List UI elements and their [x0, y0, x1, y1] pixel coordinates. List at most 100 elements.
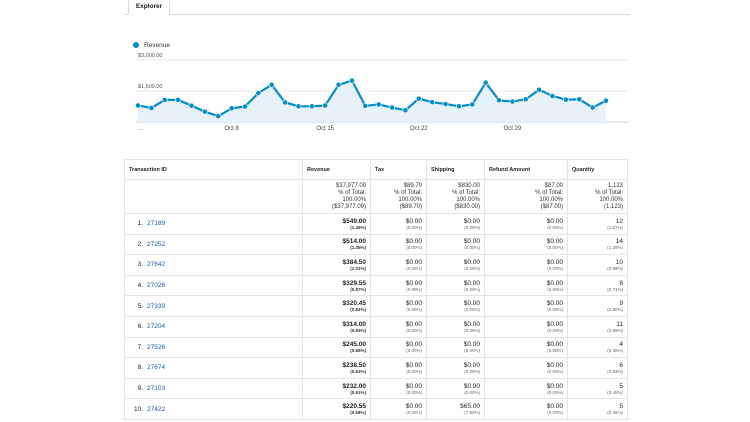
legend-label: Revenue	[144, 41, 171, 49]
revenue-point[interactable]	[201, 108, 208, 115]
revenue-point[interactable]	[268, 81, 275, 88]
revenue-point[interactable]	[375, 101, 382, 108]
revenue-point[interactable]	[576, 96, 583, 103]
revenue-percent: (0.65%)	[350, 348, 366, 354]
chart-legend: Revenue	[133, 40, 170, 50]
revenue-point[interactable]	[282, 99, 288, 106]
transaction-id-link[interactable]: 27422	[147, 405, 166, 413]
row-rank: 1.	[137, 220, 143, 228]
shipping-cell: $65.00 (7.83%)	[426, 398, 485, 420]
revenue-point[interactable]	[335, 81, 342, 88]
transaction-id-link[interactable]: 27204	[147, 323, 166, 331]
revenue-point[interactable]	[242, 103, 248, 110]
revenue-percent: (0.87%)	[350, 286, 366, 292]
revenue-point[interactable]	[215, 113, 222, 120]
refund-cell: $0.00 (0.00%)	[484, 234, 568, 256]
tax-value: $0.00	[405, 341, 422, 349]
tab-explorer[interactable]: Explorer	[128, 0, 170, 15]
col-header-tax[interactable]: Tax	[370, 159, 427, 180]
revenue-point[interactable]	[415, 95, 422, 102]
revenue-percent: (0.61%)	[350, 389, 366, 395]
row-rank: 4.	[137, 282, 143, 290]
tax-percent: (0.00%)	[406, 389, 422, 395]
revenue-point[interactable]	[349, 77, 355, 84]
refund-value: $0.00	[546, 341, 563, 349]
tax-percent: (0.00%)	[406, 410, 422, 416]
col-header-transaction-id[interactable]: Transaction ID	[124, 159, 303, 180]
revenue-value: $329.55	[342, 279, 367, 287]
tax-percent: (0.00%)	[406, 348, 422, 354]
refund-percent: (0.00%)	[547, 307, 563, 313]
quantity-cell: 14 (1.25%)	[567, 234, 628, 256]
tax-cell: $0.00 (0.00%)	[370, 378, 427, 400]
transaction-id-link[interactable]: 27026	[147, 282, 166, 290]
col-header-quantity[interactable]: Quantity	[567, 159, 628, 180]
revenue-point[interactable]	[589, 104, 596, 111]
refund-percent: (0.00%)	[547, 224, 563, 230]
revenue-value: $238.50	[342, 361, 367, 369]
col-header-shipping[interactable]: Shipping	[426, 159, 485, 180]
legend-swatch-icon	[133, 42, 139, 48]
transaction-id-link[interactable]: 27189	[147, 220, 166, 228]
refund-percent: (0.00%)	[547, 265, 563, 271]
shipping-percent: (0.00%)	[464, 307, 480, 313]
revenue-point[interactable]	[228, 105, 235, 112]
revenue-point[interactable]	[536, 86, 543, 93]
revenue-point[interactable]	[362, 102, 369, 109]
revenue-point[interactable]	[469, 101, 476, 108]
shipping-cell: $0.00 (0.00%)	[426, 357, 485, 379]
tax-cell: $0.00 (0.00%)	[370, 275, 427, 297]
row-rank: 2.	[137, 240, 143, 248]
revenue-point[interactable]	[148, 105, 155, 111]
col-header-refund-amount[interactable]: Refund Amount	[484, 159, 568, 180]
revenue-point[interactable]	[456, 103, 462, 110]
revenue-point[interactable]	[549, 93, 556, 99]
transaction-id-link[interactable]: 27103	[147, 385, 166, 393]
table-row: 3. 27642 $384.50 (1.01%) $0.00 (0.00%) $0.00 (0…	[124, 254, 628, 276]
revenue-point[interactable]	[429, 99, 436, 106]
revenue-point[interactable]	[496, 97, 502, 104]
revenue-point[interactable]	[188, 102, 195, 109]
transaction-id-link[interactable]: 27252	[147, 240, 166, 248]
quantity-percent: (0.71%)	[607, 286, 623, 292]
totals-refund: $87.00 % of Total: 100.00% ($87.00)	[484, 179, 568, 214]
revenue-point[interactable]	[161, 96, 168, 103]
shipping-value: $65.00	[460, 403, 480, 411]
row-rank: 9.	[137, 385, 143, 393]
tax-cell: $0.00 (0.00%)	[370, 254, 427, 276]
revenue-point[interactable]	[175, 96, 182, 103]
revenue-point[interactable]	[603, 97, 609, 104]
revenue-point[interactable]	[482, 79, 489, 86]
table-row: 10. 27422 $220.55 (0.58%) $0.00 (0.00%) $65.00…	[124, 398, 628, 420]
shipping-cell: $0.00 (0.00%)	[426, 316, 485, 338]
revenue-point[interactable]	[135, 102, 141, 109]
revenue-point[interactable]	[442, 101, 449, 107]
col-header-revenue[interactable]: Revenue	[302, 159, 371, 180]
revenue-point[interactable]	[509, 98, 516, 105]
quantity-cell: 8 (0.71%)	[567, 275, 628, 297]
tax-value: $0.00	[405, 238, 422, 246]
revenue-point[interactable]	[389, 104, 395, 111]
refund-cell: $0.00 (0.00%)	[484, 316, 568, 338]
transaction-id-link[interactable]: 27526	[147, 343, 166, 351]
revenue-point[interactable]	[322, 102, 329, 109]
revenue-point[interactable]	[295, 103, 302, 110]
shipping-percent: (0.00%)	[464, 348, 480, 354]
transaction-id-link[interactable]: 27674	[147, 364, 166, 372]
tax-percent: (0.00%)	[406, 368, 422, 374]
transaction-id-link[interactable]: 27642	[147, 261, 166, 269]
transaction-id-link[interactable]: 27339	[147, 302, 166, 310]
refund-percent: (0.00%)	[547, 410, 563, 416]
revenue-point[interactable]	[308, 103, 315, 110]
revenue-point[interactable]	[402, 107, 409, 114]
revenue-point[interactable]	[562, 96, 569, 103]
quantity-cell: 5 (0.45%)	[567, 398, 628, 420]
shipping-value: $0.00	[463, 382, 480, 390]
quantity-value: 11	[616, 320, 623, 328]
shipping-value: $0.00	[463, 258, 480, 266]
revenue-point[interactable]	[255, 90, 262, 96]
tax-percent: (0.00%)	[406, 245, 422, 251]
shipping-percent: (0.00%)	[464, 224, 480, 230]
revenue-point[interactable]	[522, 96, 529, 103]
quantity-percent: (0.53%)	[607, 368, 623, 374]
